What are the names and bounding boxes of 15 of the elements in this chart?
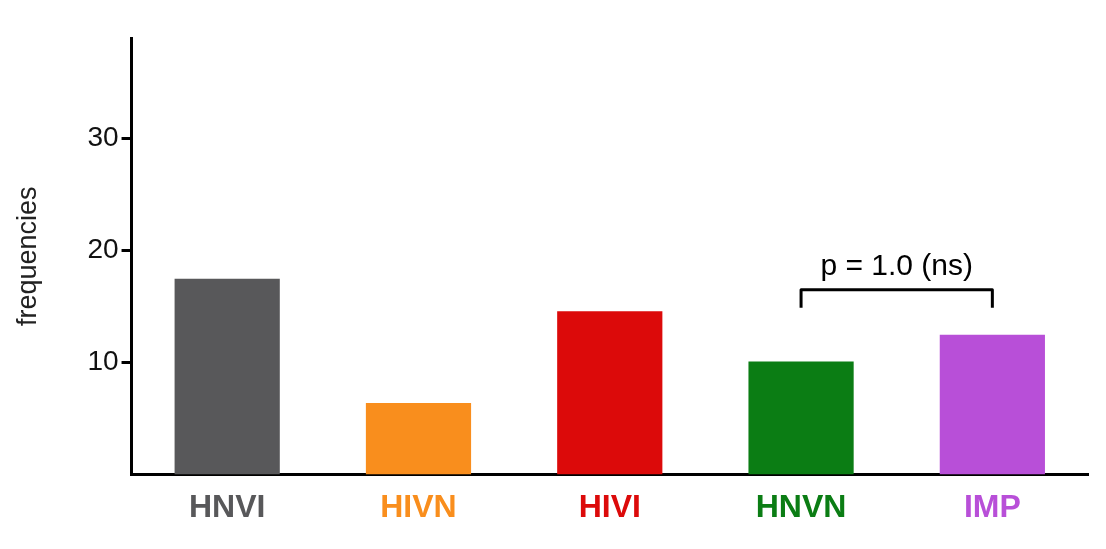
x-tick-label: HIVN: [380, 487, 457, 524]
annotation: p = 1.0 (ns): [820, 247, 973, 281]
x-tick-label: HNVI: [188, 487, 266, 524]
y-tick-label: 20: [87, 233, 119, 265]
bar: [365, 402, 472, 475]
x-tick-label: HIVI: [578, 487, 641, 524]
x-tick-label: HNVN: [755, 487, 847, 524]
y-tick-label: 10: [87, 345, 119, 377]
y-tick-label: 30: [87, 121, 119, 153]
bar: [748, 361, 854, 475]
bar: [174, 278, 280, 475]
y-axis-title: frequencies: [11, 186, 42, 327]
bar: [939, 334, 1045, 475]
x-tick-label: IMP: [963, 487, 1021, 524]
bar: [557, 311, 663, 475]
